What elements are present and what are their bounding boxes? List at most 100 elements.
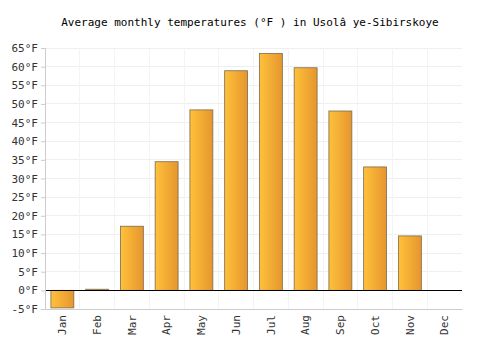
- y-axis-line: [41, 49, 46, 310]
- y-tick: 55°F: [12, 79, 46, 92]
- y-tick-label: 15°F: [12, 228, 39, 241]
- y-tick: 35°F: [12, 154, 46, 167]
- y-tick: 45°F: [12, 117, 46, 130]
- grid-line-v: [149, 48, 150, 309]
- vgrid: [80, 48, 428, 309]
- chart: Average monthly temperatures (°F ) in Us…: [0, 0, 500, 350]
- y-tick: 5°F: [18, 266, 45, 279]
- y-tick-mark: [41, 272, 45, 273]
- x-tick: Apr: [160, 309, 173, 335]
- x-tick-label: Oct: [369, 315, 382, 335]
- x-tick-label: Jul: [265, 315, 278, 335]
- y-tick: 40°F: [12, 135, 46, 148]
- grid-line-v: [114, 48, 115, 309]
- grid-line-v: [357, 48, 358, 309]
- y-tick-label: 45°F: [12, 117, 39, 130]
- x-tick-label: Sep: [334, 315, 347, 335]
- x-axis: Jan Feb Mar Apr May Jun Jul Aug Sep Oct Nov Dec: [46, 309, 463, 335]
- grid-line-v: [392, 48, 393, 309]
- y-tick-label: 20°F: [12, 210, 39, 223]
- y-tick-label: 5°F: [18, 266, 38, 279]
- x-axis-line: [46, 309, 463, 310]
- y-tick-label: 55°F: [12, 79, 39, 92]
- grid-line-v: [218, 48, 219, 309]
- y-tick: -5°F: [12, 303, 46, 316]
- y-tick-mark: [41, 216, 45, 217]
- y-tick-mark: [41, 197, 45, 198]
- y-tick: 65°F: [12, 42, 46, 55]
- y-tick-label: 60°F: [12, 61, 39, 74]
- grid-line: [45, 290, 462, 291]
- y-tick: 25°F: [12, 191, 46, 204]
- bar: [155, 162, 178, 291]
- y-tick-mark: [41, 48, 45, 49]
- y-tick-label: 10°F: [12, 247, 39, 260]
- x-tick-label: Jan: [56, 315, 69, 335]
- y-tick-label: 65°F: [12, 42, 39, 55]
- bars: [51, 54, 421, 308]
- x-tick: Aug: [299, 309, 312, 335]
- y-tick-mark: [41, 290, 45, 291]
- grid-line-v: [427, 48, 428, 309]
- zero-line: [45, 290, 462, 291]
- x-tick: Jun: [230, 309, 243, 335]
- bar: [190, 110, 213, 290]
- y-tick-mark: [41, 253, 45, 254]
- y-tick-mark: [41, 234, 45, 235]
- y-tick-label: 0°F: [18, 284, 38, 297]
- y-tick-mark: [41, 179, 45, 180]
- x-tick-label: Jun: [230, 315, 243, 335]
- bar: [329, 111, 352, 290]
- plot: -5°F 0°F 5°F 10°F 15°F 20°F 25°F 30°F 35°F 40°F 45…: [12, 42, 463, 335]
- y-tick: 10°F: [12, 247, 46, 260]
- bar: [398, 236, 421, 290]
- title: Average monthly temperatures (°F ) in Us…: [61, 16, 439, 29]
- y-tick-label: 40°F: [12, 135, 39, 148]
- y-tick: 60°F: [12, 61, 46, 74]
- y-tick-label: 25°F: [12, 191, 39, 204]
- y-tick-label: -5°F: [12, 303, 39, 316]
- bar: [259, 54, 282, 291]
- bar: [225, 71, 248, 291]
- y-tick-mark: [41, 309, 45, 310]
- y-tick-mark: [41, 67, 45, 68]
- x-tick-label: Mar: [126, 315, 139, 335]
- x-tick: Jan: [56, 309, 69, 335]
- x-tick-label: Dec: [438, 315, 451, 335]
- y-tick-mark: [41, 141, 45, 142]
- y-tick-mark: [41, 123, 45, 124]
- x-tick: Sep: [334, 309, 347, 335]
- x-tick: Dec: [438, 309, 451, 335]
- x-tick: Mar: [126, 309, 139, 335]
- grid-line-v: [79, 48, 80, 309]
- y-tick-mark: [41, 104, 45, 105]
- y-tick-label: 30°F: [12, 173, 39, 186]
- x-tick-label: Apr: [160, 315, 173, 335]
- bar: [294, 68, 317, 291]
- x-tick: May: [195, 309, 208, 335]
- y-tick: 15°F: [12, 228, 46, 241]
- x-tick: Feb: [91, 309, 104, 335]
- y-tick: 30°F: [12, 173, 46, 186]
- y-tick: 20°F: [12, 210, 46, 223]
- grid-line-v: [184, 48, 185, 309]
- grid: [45, 48, 462, 309]
- y-tick-mark: [41, 160, 45, 161]
- x-tick-label: Aug: [299, 315, 312, 335]
- y-tick: 50°F: [12, 98, 46, 111]
- bar: [364, 167, 387, 290]
- y-tick-mark: [41, 85, 45, 86]
- x-tick: Nov: [404, 309, 417, 335]
- bar: [120, 226, 143, 290]
- x-tick-label: Nov: [404, 315, 417, 335]
- y-tick-label: 50°F: [12, 98, 39, 111]
- x-tick-label: May: [195, 315, 208, 335]
- y-tick-label: 35°F: [12, 154, 39, 167]
- grid-line-v: [253, 48, 254, 309]
- grid-line-v: [288, 48, 289, 309]
- x-tick: Oct: [369, 309, 382, 335]
- grid-line-v: [323, 48, 324, 309]
- x-tick-label: Feb: [91, 315, 104, 335]
- bar: [51, 290, 74, 308]
- y-tick: 0°F: [18, 284, 45, 297]
